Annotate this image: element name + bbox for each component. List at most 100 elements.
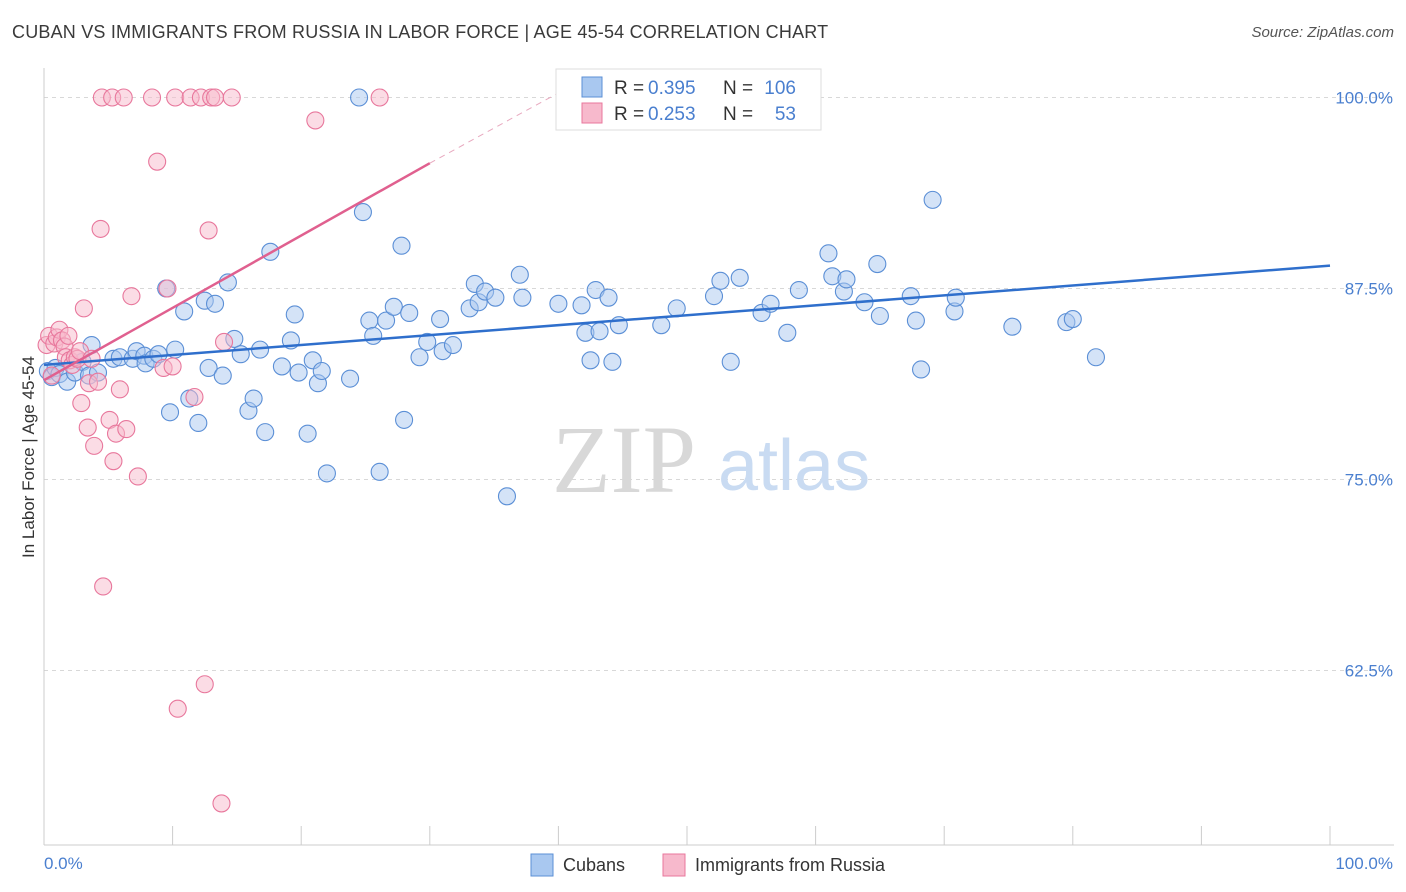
chart-title: CUBAN VS IMMIGRANTS FROM RUSSIA IN LABOR… [12,22,829,42]
stats-legend-swatch-blue [581,76,603,98]
stats-legend: R = 0.395 N = 106 R = 0.253 N = 53 [555,68,822,131]
source-label: Source: ZipAtlas.com [1251,24,1394,41]
russia-point [72,394,91,413]
russia-point [74,299,93,318]
cubans-point [870,306,889,326]
russia-point [88,372,108,391]
y-axis-title: In Labor Force | Age 45-54 [19,356,38,558]
stats-n-label-blue: N = [723,78,753,99]
x-ticks [172,826,1331,845]
y-tick-label: 62.5% [1345,662,1393,681]
cubans-point [400,303,419,322]
stats-n-value-blue: 106 [764,78,796,99]
russia-point [212,794,231,813]
russia-point [214,332,234,352]
cubans-point [360,311,379,330]
cubans-point [667,299,686,318]
cubans-point [160,403,180,422]
cubans-point [285,305,304,324]
cubans-point [652,316,671,335]
cubans-point [312,361,331,381]
cubans-point [256,423,275,442]
cubans-point [510,265,529,284]
cubans-point [189,413,208,433]
cubans-point [431,310,450,329]
cubans-point [272,357,291,376]
cubans-point [497,487,517,506]
russia-point [122,287,141,306]
cubans-trend-line [43,264,1331,367]
cubans-point [1003,317,1022,336]
russia-point [148,152,167,171]
cubans-point [572,296,591,315]
russia-point [370,88,389,107]
y-tick-label: 87.5% [1345,280,1393,299]
y-tick-labels: 62.5% 75.0% 87.5% 100.0% [1335,89,1393,681]
stats-r-label-blue: R = [614,78,644,99]
russia-point [306,111,325,130]
cubans-point [513,288,532,307]
cubans-point [711,271,730,290]
series-legend: Cubans Immigrants from Russia [530,853,886,877]
cubans-point [837,270,856,289]
russia-point [205,88,225,107]
cubans-point [175,302,194,321]
russia-point [168,699,187,718]
cubans-point [364,326,383,345]
cubans-point [778,323,797,342]
cubans-point [581,351,600,370]
cubans-point [443,335,462,355]
cubans-point [350,88,369,107]
y-tick-label: 75.0% [1345,471,1393,490]
cubans-point [1086,348,1105,367]
russia-point [94,577,113,596]
stats-r-label-pink: R = [614,104,644,125]
x-tick-label-min: 0.0% [44,854,83,873]
cubans-point [486,288,505,307]
stats-n-value-pink: 53 [775,104,796,125]
cubans-point [1063,310,1082,329]
russia-point [166,88,185,107]
cubans-point [901,287,920,306]
cubans-point [377,311,396,330]
russia-point [78,418,97,437]
russia-point [158,279,177,298]
russia-point [222,88,241,107]
cubans-point [317,464,336,483]
russia-point [104,452,123,471]
russia-point [163,357,182,376]
cubans-point [289,363,308,382]
x-tick-label-max: 100.0% [1335,854,1393,873]
russia-points [37,88,389,813]
cubans-point [912,360,931,379]
cubans-point [199,358,218,378]
russia-point [142,88,162,107]
cubans-point [418,332,437,352]
russia-point [91,219,110,238]
russia-point [128,467,147,486]
russia-trend-extension [429,92,559,164]
stats-r-value-blue: 0.395 [648,78,696,99]
stats-r-value-pink: 0.253 [648,104,696,125]
grid-lines [44,97,1394,671]
axes [43,68,1394,846]
russia-point [185,387,204,407]
russia-point [195,675,214,694]
series-legend-label-cubans: Cubans [563,855,625,875]
cubans-point [213,366,232,385]
cubans-point [353,203,372,222]
cubans-point [549,294,568,313]
cubans-point [730,268,749,287]
stats-n-label-pink: N = [723,104,753,125]
cubans-point [590,322,609,341]
watermark: ZIP atlas [552,406,870,513]
russia-point [59,326,78,345]
cubans-point [370,462,389,481]
cubans-point [384,297,403,316]
russia-point [114,88,133,107]
watermark-zip: ZIP [552,406,696,513]
cubans-point [789,280,808,300]
series-legend-label-russia: Immigrants from Russia [695,855,886,875]
cubans-point [244,389,263,408]
cubans-point [410,348,429,367]
